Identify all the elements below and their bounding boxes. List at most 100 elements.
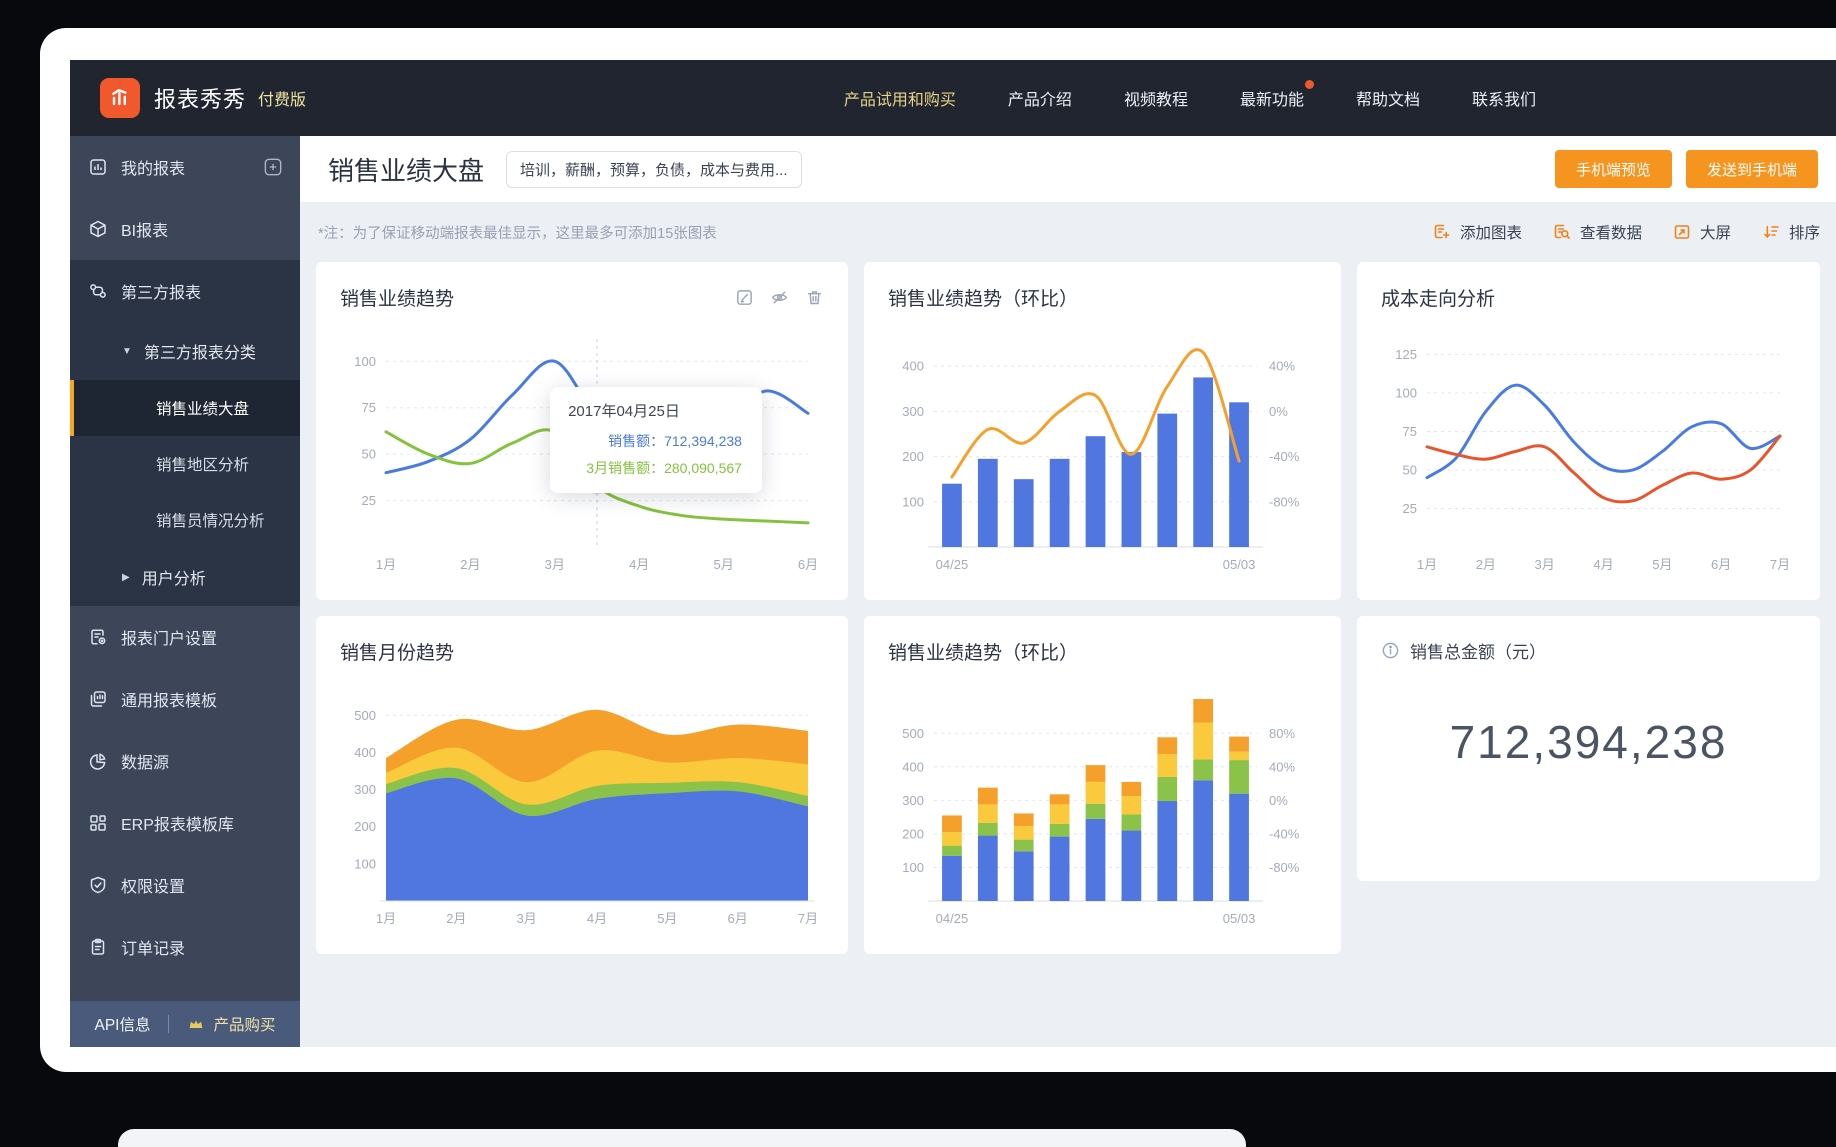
delete-chart-icon[interactable] bbox=[805, 288, 824, 307]
svg-text:6月: 6月 bbox=[728, 911, 748, 926]
link-nodes-icon bbox=[90, 284, 106, 298]
sidebar-item-order-records[interactable]: 订单记录 bbox=[70, 916, 300, 978]
tooltip-date: 2017年04月25日 bbox=[568, 403, 680, 421]
copy-docs-icon bbox=[90, 691, 106, 707]
svg-text:7月: 7月 bbox=[1770, 557, 1790, 572]
nav-item-contact-us[interactable]: 联系我们 bbox=[1471, 92, 1536, 109]
kpi-title: 销售总金额（元） bbox=[1410, 643, 1546, 662]
svg-text:0%: 0% bbox=[1269, 404, 1288, 419]
sidebar-item-sales-region-analysis[interactable]: 销售地区分析 bbox=[156, 457, 250, 474]
chart-title: 销售业绩趋势（环比） bbox=[888, 643, 1079, 664]
sidebar-section-third-party: 第三方报表 ▼ 第三方报表分类 销售业绩大盘 销售地区分析 销售员情况分析 ▶ … bbox=[70, 260, 300, 606]
crown-icon bbox=[190, 1020, 203, 1029]
svg-text:4月: 4月 bbox=[629, 557, 649, 572]
sort-button[interactable]: 排序 bbox=[1761, 221, 1820, 243]
sidebar-item-erp-template-library[interactable]: ERP报表模板库 bbox=[70, 792, 300, 854]
svg-text:05/03: 05/03 bbox=[1223, 557, 1256, 572]
info-icon bbox=[1382, 642, 1399, 659]
sort-icon bbox=[1764, 225, 1779, 239]
sidebar-item-permission-settings[interactable]: 权限设置 bbox=[70, 854, 300, 916]
tooltip-row-march-sales: 3月销售额： 280,090,567 bbox=[586, 459, 742, 476]
nav-item-trial-purchase[interactable]: 产品试用和购买 bbox=[843, 92, 956, 109]
chart-grid: 销售业绩趋势 bbox=[300, 262, 1836, 954]
svg-text:25: 25 bbox=[1403, 501, 1417, 516]
svg-text:300: 300 bbox=[902, 793, 924, 808]
svg-text:50: 50 bbox=[1403, 462, 1417, 477]
svg-text:1月: 1月 bbox=[376, 911, 396, 926]
chart-tooltip: 2017年04月25日 销售额： 712,394,238 3月销售额： 280,09… bbox=[550, 387, 763, 494]
svg-text:-40%: -40% bbox=[1269, 449, 1300, 464]
total-sales-value: 712,394,238 bbox=[1449, 716, 1728, 768]
svg-text:100: 100 bbox=[1395, 385, 1417, 400]
svg-text:200: 200 bbox=[902, 449, 924, 464]
sidebar-item-bi-reports[interactable]: BI报表 bbox=[70, 198, 300, 260]
sidebar-item-third-party-reports[interactable]: 第三方报表 bbox=[70, 260, 300, 322]
edit-chart-icon[interactable] bbox=[735, 288, 754, 307]
svg-text:25: 25 bbox=[362, 493, 376, 508]
sidebar-footer: API信息 产品购买 bbox=[70, 1001, 300, 1047]
svg-text:3月: 3月 bbox=[545, 557, 565, 572]
sales-trend-mom-chart: 100 -80% 200 -40% 300 0% 400 40% 04/25 05/03 bbox=[888, 325, 1317, 582]
fullscreen-button[interactable]: 大屏 bbox=[1672, 221, 1731, 243]
svg-text:04/25: 04/25 bbox=[936, 911, 969, 926]
note-text: *注：为了保证移动端报表最佳显示，这里最多可添加15张图表 bbox=[318, 225, 717, 242]
clipboard-icon bbox=[91, 938, 105, 955]
svg-text:400: 400 bbox=[354, 745, 376, 760]
brand-badge: 付费版 bbox=[258, 92, 307, 109]
brand-logo-icon[interactable] bbox=[100, 78, 140, 118]
mobile-preview-button[interactable]: 手机端预览 bbox=[1554, 150, 1672, 188]
report-tags-pill[interactable]: 培训，薪酬，预算，负债，成本与费用... bbox=[506, 150, 802, 188]
api-info-link[interactable]: API信息 bbox=[94, 1017, 151, 1034]
panel-total-sales: 销售总金额（元） 712,394,238 bbox=[1357, 616, 1820, 881]
svg-text:04/25: 04/25 bbox=[936, 557, 969, 572]
fullscreen-icon bbox=[1674, 225, 1690, 239]
purchase-link[interactable]: 产品购买 bbox=[187, 1013, 276, 1035]
svg-text:1月: 1月 bbox=[1417, 557, 1437, 572]
panel-monthly-sales-trend: 销售月份趋势 100 200 300 400 500 1月 2月 3月 4月 5月 6月 7月 bbox=[316, 616, 848, 954]
add-report-icon[interactable] bbox=[264, 158, 282, 176]
send-to-mobile-button[interactable]: 发送到手机端 bbox=[1685, 150, 1818, 188]
svg-text:3月: 3月 bbox=[1535, 557, 1555, 572]
svg-text:40%: 40% bbox=[1269, 759, 1295, 774]
sidebar-item-datasource[interactable]: 数据源 bbox=[70, 730, 300, 792]
sidebar-item-report-portal-settings[interactable]: 报表门户设置 bbox=[70, 606, 300, 668]
add-chart-icon bbox=[1434, 224, 1450, 239]
svg-text:5月: 5月 bbox=[713, 557, 733, 572]
svg-text:75: 75 bbox=[362, 400, 376, 415]
nav-item-new-features[interactable]: 最新功能 bbox=[1240, 80, 1314, 110]
sidebar-group-third-party-category[interactable]: ▼ 第三方报表分类 bbox=[122, 345, 256, 362]
nav-item-product-intro[interactable]: 产品介绍 bbox=[1007, 92, 1072, 109]
note-toolbar-row: *注：为了保证移动端报表最佳显示，这里最多可添加15张图表 添加图表 bbox=[300, 202, 1836, 262]
cube-icon bbox=[90, 220, 106, 238]
svg-text:4月: 4月 bbox=[587, 911, 607, 926]
svg-text:200: 200 bbox=[354, 819, 376, 834]
sidebar-item-general-templates[interactable]: 通用报表模板 bbox=[70, 668, 300, 730]
main-content: 销售业绩大盘 培训，薪酬，预算，负债，成本与费用... 手机端预览 发送到手机端… bbox=[300, 136, 1836, 1047]
doc-gear-icon bbox=[91, 629, 106, 645]
sidebar-item-salesperson-analysis[interactable]: 销售员情况分析 bbox=[156, 513, 265, 530]
svg-text:5月: 5月 bbox=[1652, 557, 1672, 572]
chevron-right-icon: ▶ bbox=[122, 571, 130, 583]
app-root: 报表秀秀 付费版 产品试用和购买 产品介绍 视频教程 最新功能 帮助文档 联系我… bbox=[70, 60, 1836, 1047]
nav-item-video-tutorial[interactable]: 视频教程 bbox=[1123, 92, 1188, 109]
hide-chart-icon[interactable] bbox=[770, 288, 789, 307]
view-data-button[interactable]: 查看数据 bbox=[1552, 221, 1642, 243]
svg-text:2月: 2月 bbox=[460, 557, 480, 572]
svg-text:500: 500 bbox=[354, 708, 376, 723]
svg-text:400: 400 bbox=[902, 759, 924, 774]
svg-text:6月: 6月 bbox=[1711, 557, 1731, 572]
grid-icon bbox=[90, 815, 106, 831]
svg-text:50: 50 bbox=[362, 447, 376, 462]
add-chart-button[interactable]: 添加图表 bbox=[1432, 221, 1522, 243]
bar-chart-icon bbox=[90, 159, 106, 175]
sidebar-group-user-analysis[interactable]: ▶ 用户分析 bbox=[122, 571, 206, 588]
tooltip-row-sales: 销售额： 712,394,238 bbox=[608, 433, 742, 450]
svg-text:-80%: -80% bbox=[1269, 494, 1300, 509]
sidebar-item-my-reports[interactable]: 我的报表 bbox=[70, 136, 300, 198]
nav-item-help-docs[interactable]: 帮助文档 bbox=[1355, 92, 1420, 109]
svg-text:-40%: -40% bbox=[1269, 826, 1300, 841]
svg-text:7月: 7月 bbox=[798, 911, 818, 926]
new-feature-badge-dot bbox=[1304, 80, 1314, 89]
page-title: 销售业绩大盘 bbox=[328, 155, 485, 186]
sidebar-item-sales-dashboard[interactable]: 销售业绩大盘 bbox=[70, 380, 300, 436]
